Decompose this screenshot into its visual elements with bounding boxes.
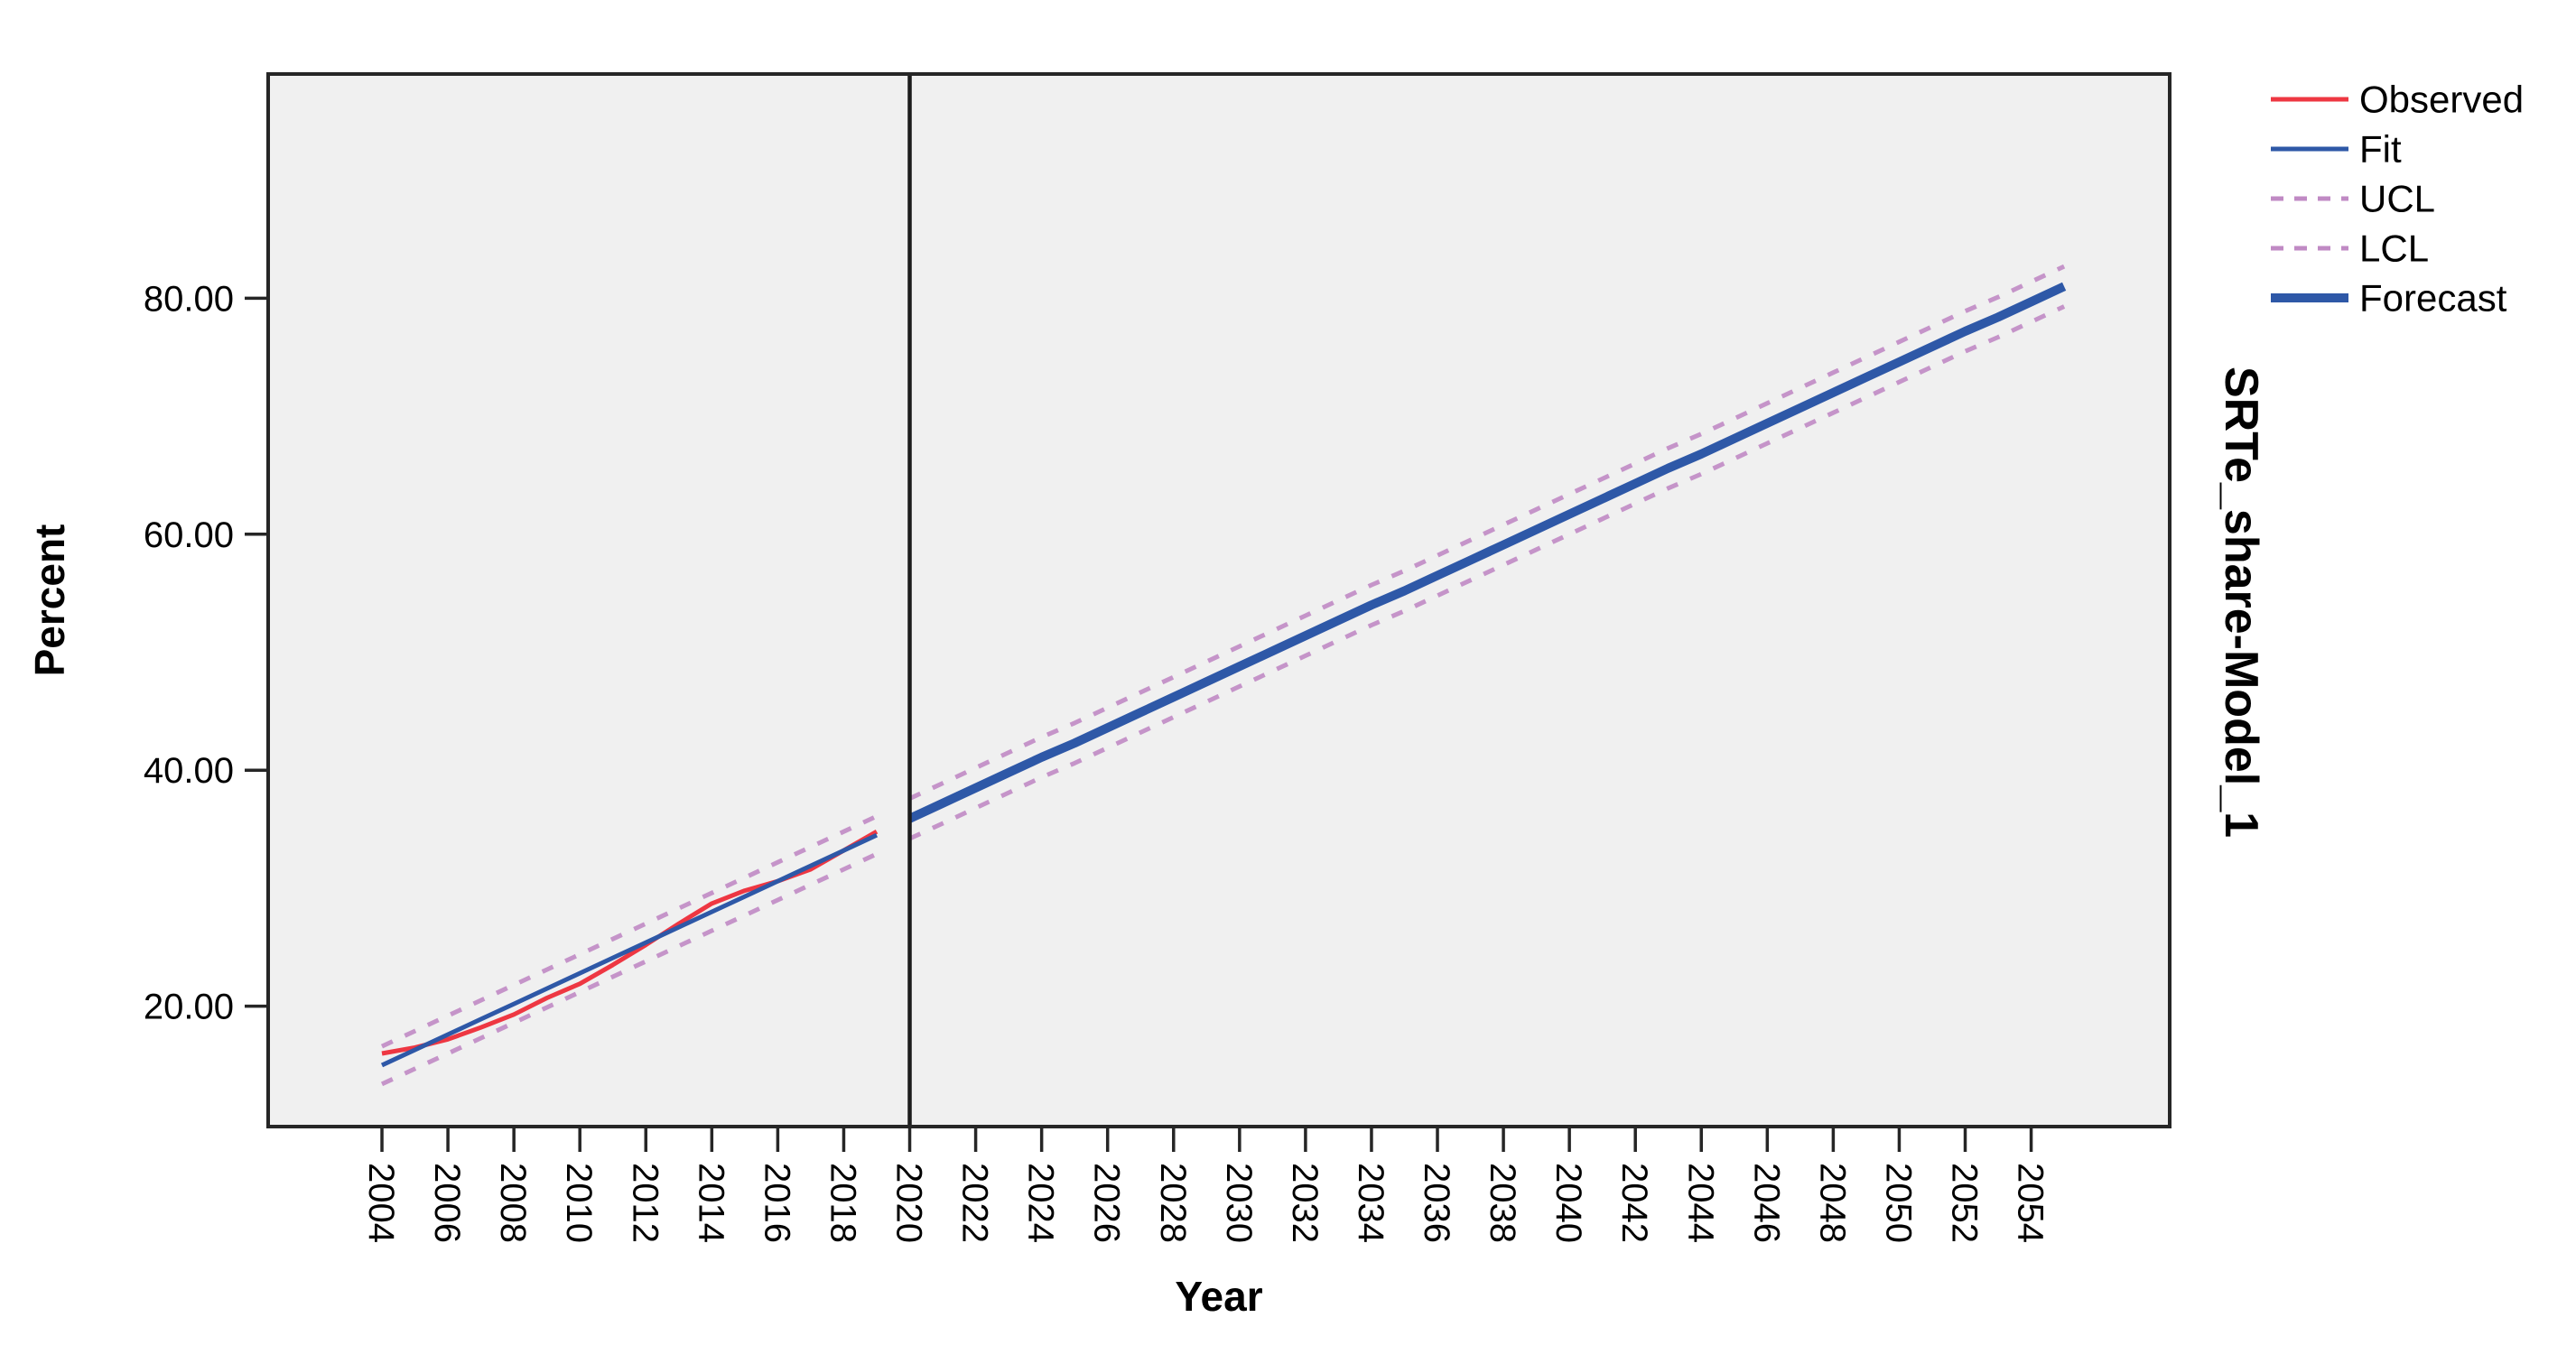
series-lines xyxy=(380,264,2067,1087)
x-tick-label: 2028 xyxy=(1153,1163,1193,1243)
x-tick-label: 2034 xyxy=(1351,1163,1390,1243)
y-tick-label: 40.00 xyxy=(144,751,234,791)
y-axis-ticks: 20.00 40.00 60.00 80.00 xyxy=(144,279,268,1027)
x-tick-label: 2054 xyxy=(2011,1163,2051,1243)
x-tick-label: 2038 xyxy=(1483,1163,1522,1243)
right-model-label: SRTe_share-Model_1 xyxy=(2215,367,2267,838)
x-tick-label: 2024 xyxy=(1021,1163,1061,1243)
x-tick-label: 2018 xyxy=(823,1163,862,1243)
legend-label: Forecast xyxy=(2359,277,2507,320)
legend-item-observed: Observed xyxy=(2271,79,2524,121)
y-tick-label: 20.00 xyxy=(144,988,234,1027)
y-tick-label: 80.00 xyxy=(144,279,234,319)
x-axis-title: Year xyxy=(1175,1273,1262,1320)
x-tick-label: 2026 xyxy=(1087,1163,1127,1243)
legend-label: LCL xyxy=(2359,227,2429,270)
legend-item-fit: Fit xyxy=(2271,128,2402,171)
x-tick-label: 2046 xyxy=(1746,1163,1786,1243)
x-tick-label: 2030 xyxy=(1219,1163,1259,1243)
x-tick-label: 2008 xyxy=(493,1163,533,1243)
legend: Observed Fit UCL LCL Forecast xyxy=(2271,79,2524,320)
x-tick-label: 2010 xyxy=(559,1163,599,1243)
x-tick-label: 2032 xyxy=(1285,1163,1325,1243)
legend-label: Fit xyxy=(2359,128,2402,171)
legend-label: Observed xyxy=(2359,79,2524,121)
x-tick-label: 2022 xyxy=(955,1163,995,1243)
x-tick-label: 2012 xyxy=(625,1163,665,1243)
x-tick-label: 2050 xyxy=(1878,1163,1918,1243)
x-tick-label: 2042 xyxy=(1614,1163,1654,1243)
x-tick-label: 2014 xyxy=(691,1163,730,1243)
series-forecast-line xyxy=(907,282,2067,823)
legend-item-lcl: LCL xyxy=(2271,227,2429,270)
x-tick-label: 2036 xyxy=(1417,1163,1456,1243)
series-fit-line xyxy=(380,832,879,1068)
x-tick-label: 2006 xyxy=(427,1163,467,1243)
x-tick-label: 2052 xyxy=(1945,1163,1985,1243)
legend-label: UCL xyxy=(2359,178,2435,220)
y-axis-title: Percent xyxy=(26,524,73,677)
series-lcl-line xyxy=(908,304,2066,841)
series-ucl-line xyxy=(908,264,2066,801)
x-tick-label: 2048 xyxy=(1812,1163,1852,1243)
x-tick-label: 2020 xyxy=(889,1163,929,1243)
x-tick-label: 2040 xyxy=(1548,1163,1588,1243)
x-axis-ticks: 2004 2006 2008 2010 2012 2014 2016 2018 2020 2022… xyxy=(361,1127,2051,1243)
legend-item-forecast: Forecast xyxy=(2271,277,2507,320)
x-tick-label: 2044 xyxy=(1680,1163,1720,1243)
y-tick-label: 60.00 xyxy=(144,515,234,555)
legend-item-ucl: UCL xyxy=(2271,178,2435,220)
plot-frame xyxy=(266,72,2171,1128)
x-tick-label: 2004 xyxy=(361,1163,401,1243)
x-tick-label: 2016 xyxy=(757,1163,796,1243)
plot-background xyxy=(268,74,2170,1127)
